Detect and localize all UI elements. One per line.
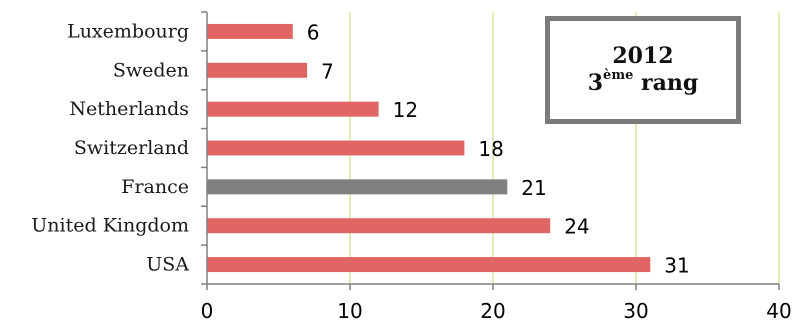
data-label-luxembourg: 6 — [307, 20, 320, 44]
data-label-france: 21 — [521, 176, 546, 200]
category-label-united-kingdom: United Kingdom — [31, 215, 189, 237]
x-tick-label-40: 40 — [766, 299, 791, 323]
data-label-united-kingdom: 24 — [564, 215, 589, 239]
data-label-usa: 31 — [664, 254, 689, 278]
annotation-box: 2012 3ème rang — [545, 16, 741, 124]
annotation-rank-word: rang — [641, 70, 699, 96]
bars — [207, 23, 651, 273]
annotation-year: 2012 — [612, 42, 674, 69]
x-tick-label-0: 0 — [201, 299, 214, 323]
bar-france — [207, 179, 508, 195]
bar-switzerland — [207, 140, 465, 156]
bar-usa — [207, 257, 651, 273]
annotation-rank-suffix: ème — [603, 67, 634, 83]
annotation-rank-number: 3 — [587, 70, 604, 96]
data-label-switzerland: 18 — [478, 137, 503, 161]
bar-luxembourg — [207, 23, 293, 39]
x-tick-label-30: 30 — [623, 299, 648, 323]
axes — [201, 11, 780, 290]
bar-netherlands — [207, 101, 379, 117]
category-label-netherlands: Netherlands — [69, 98, 189, 120]
category-label-usa: USA — [146, 254, 189, 276]
data-label-sweden: 7 — [321, 59, 334, 83]
bar-sweden — [207, 62, 308, 78]
category-label-france: France — [121, 176, 189, 198]
bar-united-kingdom — [207, 218, 551, 234]
category-label-switzerland: Switzerland — [74, 137, 189, 159]
labels: 31 USA 24 United Kingdom 21 France 18 Switzerla… — [31, 20, 791, 323]
annotation-rank: 3ème rang — [587, 67, 699, 98]
x-tick-label-10: 10 — [337, 299, 362, 323]
data-label-netherlands: 12 — [393, 98, 418, 122]
category-label-luxembourg: Luxembourg — [67, 20, 189, 42]
category-label-sweden: Sweden — [113, 59, 189, 81]
x-tick-label-20: 20 — [480, 299, 505, 323]
